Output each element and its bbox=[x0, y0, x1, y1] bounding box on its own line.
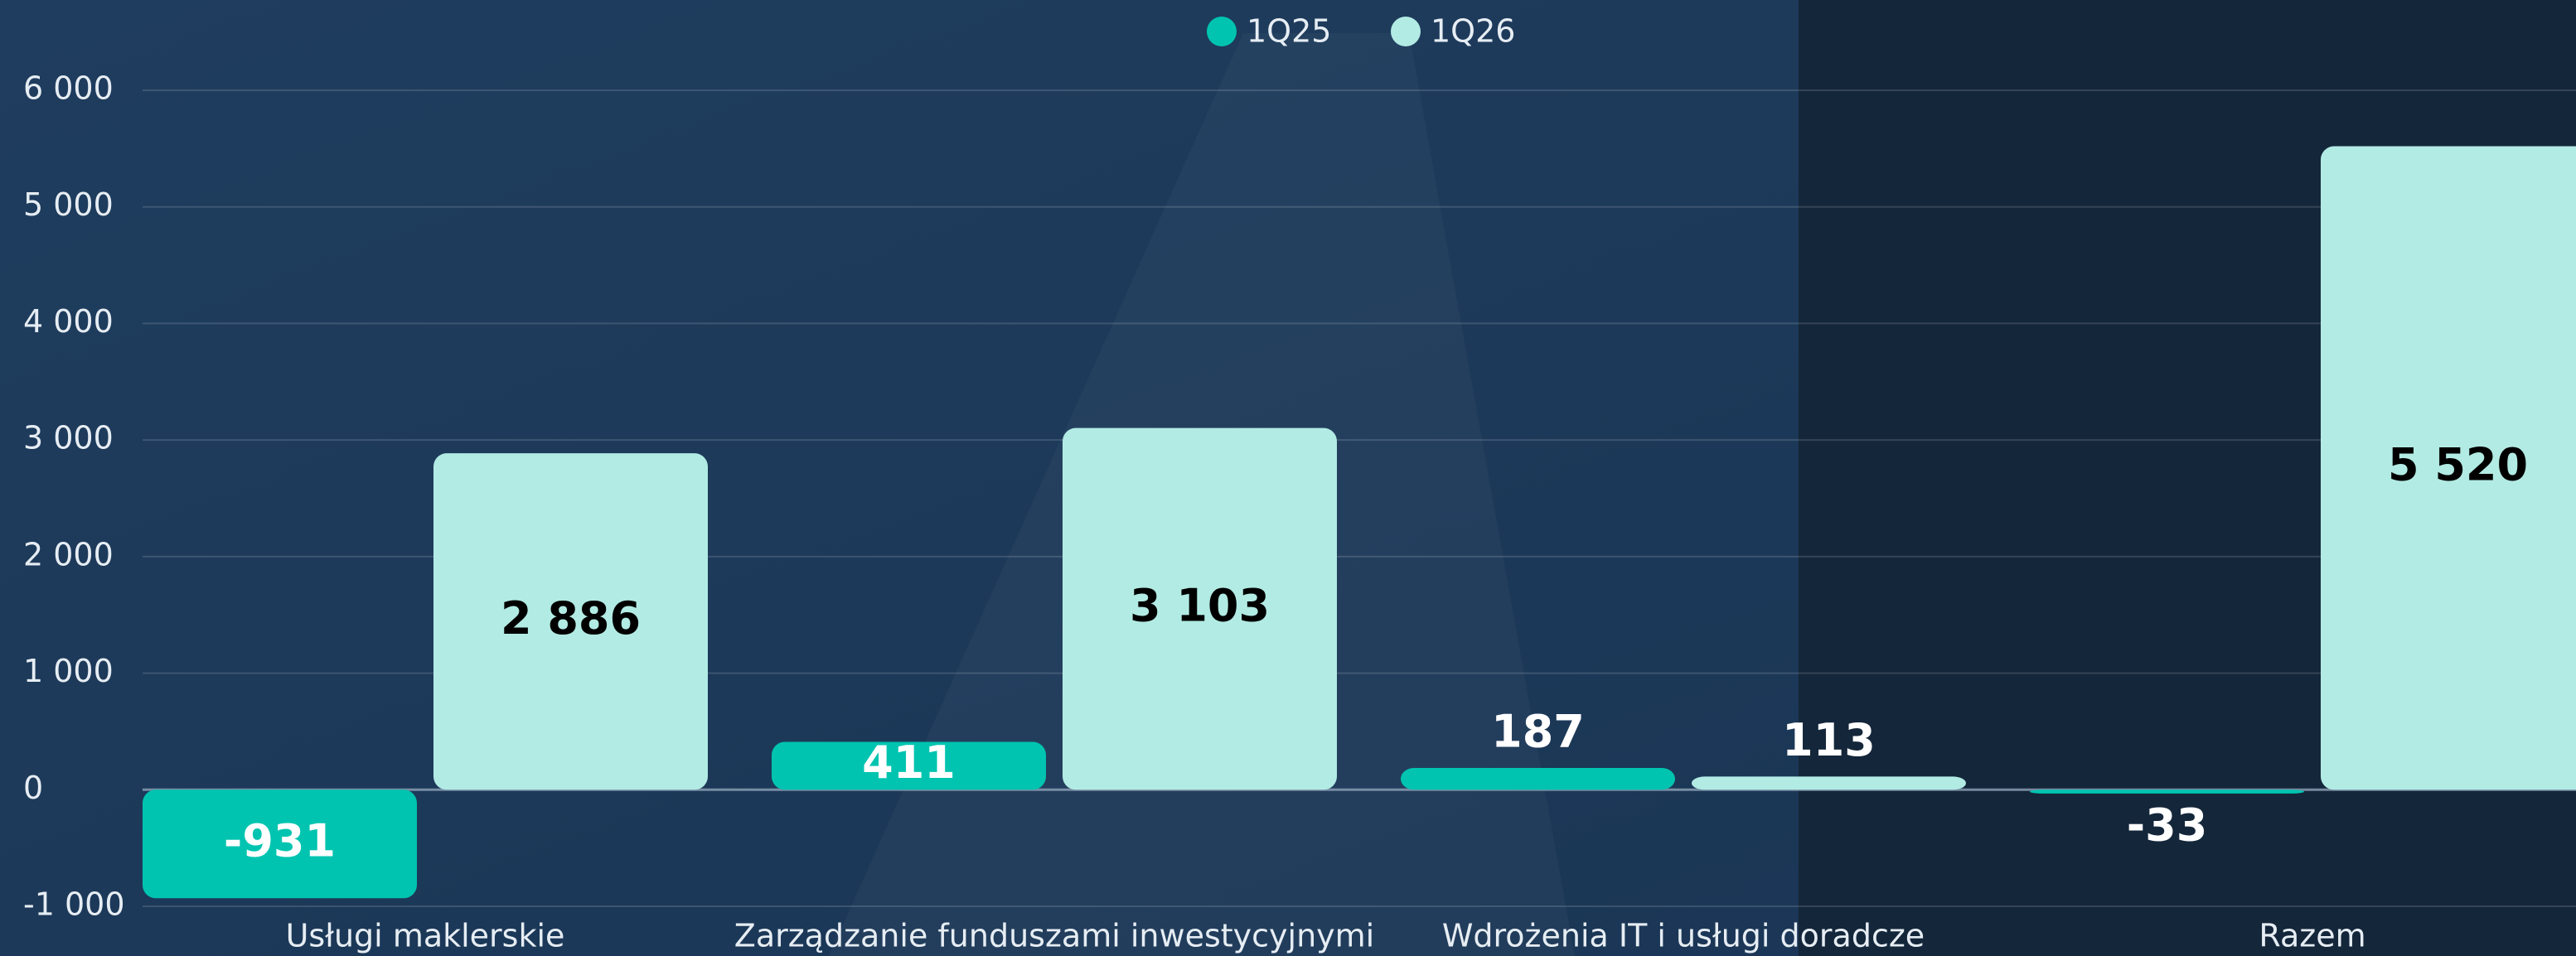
bar bbox=[2030, 789, 2304, 794]
y-tick-label: -1 000 bbox=[23, 886, 125, 923]
x-tick-label: Usługi maklerskie bbox=[286, 918, 565, 954]
y-tick-label: 1 000 bbox=[23, 653, 114, 689]
bar bbox=[1692, 776, 1966, 789]
legend-label: 1Q25 bbox=[1247, 13, 1331, 50]
y-tick-label: 2 000 bbox=[23, 536, 114, 572]
data-label: 3 103 bbox=[1130, 580, 1270, 632]
legend-marker bbox=[1391, 17, 1421, 46]
x-tick-label: Zarządzanie funduszami inwestycyjnymi bbox=[734, 918, 1374, 954]
data-label: -33 bbox=[2127, 799, 2208, 852]
x-tick-label: Wdrożenia IT i usługi doradcze bbox=[1442, 918, 1925, 954]
legend-label: 1Q26 bbox=[1431, 13, 1515, 50]
chart: -1 000 0 1 000 2 000 3 000 4 000 5 000 6 000 Usł… bbox=[0, 0, 2576, 956]
data-label: 411 bbox=[862, 736, 956, 789]
y-tick-label: 5 000 bbox=[23, 186, 114, 223]
y-tick-label: 0 bbox=[23, 770, 43, 806]
data-label: 5 520 bbox=[2388, 439, 2528, 491]
y-tick-label: 4 000 bbox=[23, 303, 114, 340]
page: -1 000 0 1 000 2 000 3 000 4 000 5 000 6 000 Usł… bbox=[0, 0, 2576, 956]
data-label: -931 bbox=[224, 814, 336, 867]
legend-marker bbox=[1207, 17, 1237, 46]
x-tick-label: Razem bbox=[2259, 918, 2365, 954]
data-label: 187 bbox=[1491, 706, 1585, 758]
y-tick-label: 6 000 bbox=[23, 70, 114, 107]
bar bbox=[1401, 768, 1675, 789]
data-label: 113 bbox=[1782, 714, 1876, 766]
y-tick-label: 3 000 bbox=[23, 420, 114, 456]
data-label: 2 886 bbox=[501, 592, 641, 645]
